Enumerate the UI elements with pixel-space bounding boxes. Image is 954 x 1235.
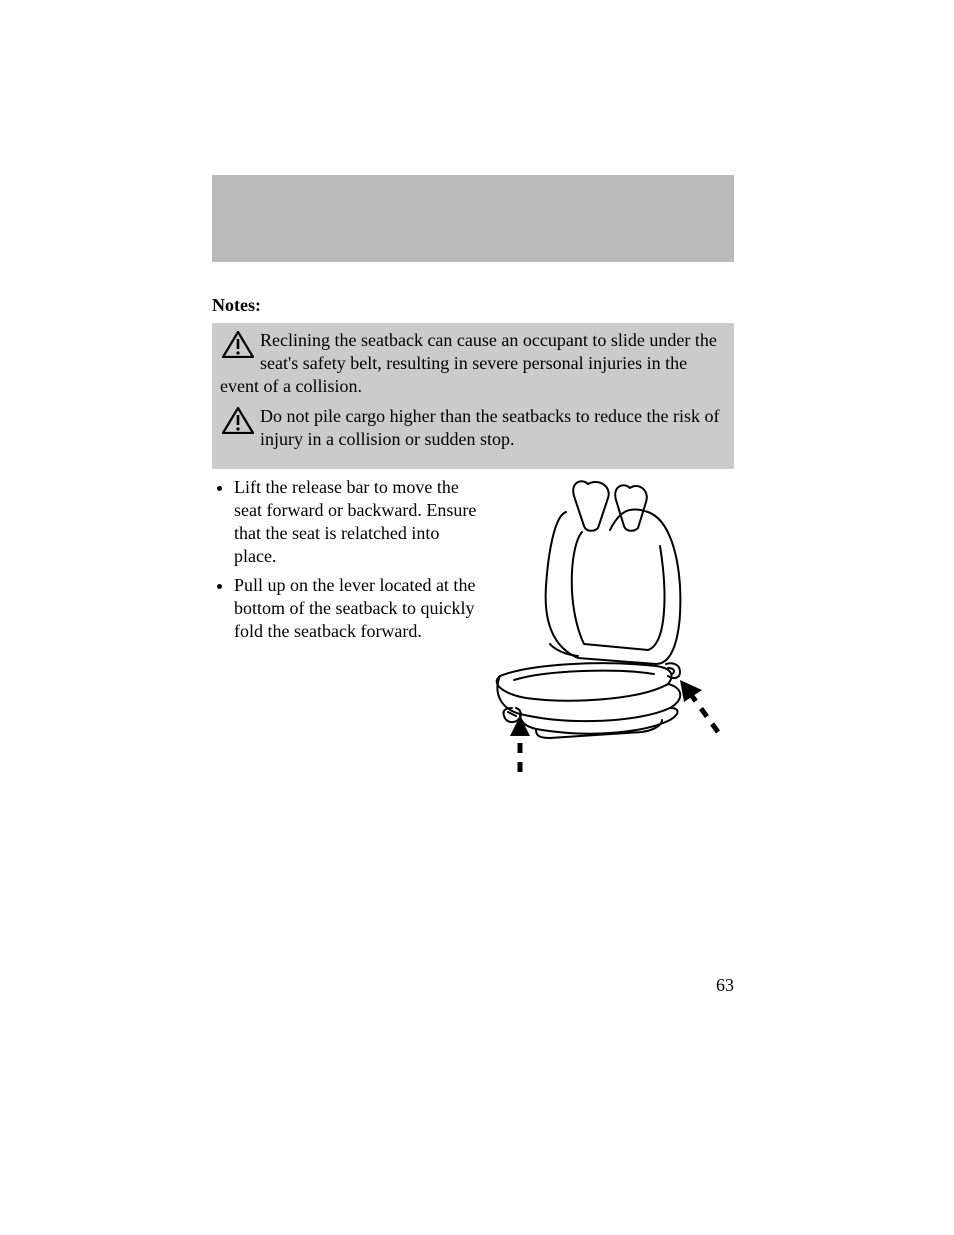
list-item: Pull up on the lever located at the bott… — [234, 574, 482, 643]
warning-text: Reclining the seatback can cause an occu… — [220, 330, 717, 396]
page-number: 63 — [716, 975, 734, 996]
warning-box-cargo: Do not pile cargo higher than the seatba… — [212, 399, 734, 469]
notes-heading: Notes: — [212, 295, 261, 316]
warning-triangle-icon — [222, 331, 254, 364]
seat-diagram — [470, 476, 734, 776]
warning-triangle-icon — [222, 407, 254, 440]
instruction-list: Lift the release bar to move the seat fo… — [212, 476, 482, 649]
manual-page: Notes: Reclining the seatback can cause … — [0, 0, 954, 1235]
warning-box-recline: Reclining the seatback can cause an occu… — [212, 323, 734, 408]
section-header-bar — [212, 175, 734, 262]
list-item: Lift the release bar to move the seat fo… — [234, 476, 482, 568]
warning-text: Do not pile cargo higher than the seatba… — [260, 406, 720, 449]
